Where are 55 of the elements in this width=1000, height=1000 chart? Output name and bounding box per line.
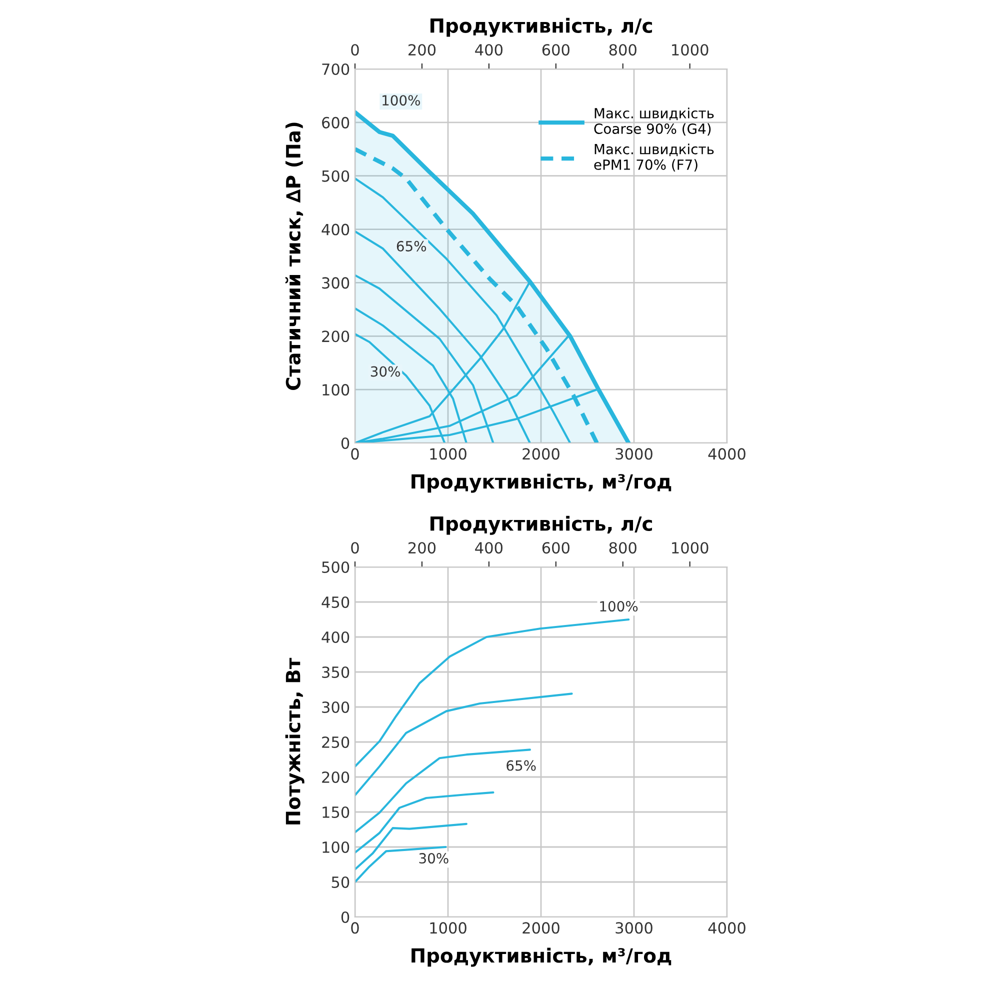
y-tick-label: 500 (322, 170, 350, 182)
y-tick-label: 300 (322, 277, 350, 289)
y-tick-label: 400 (322, 224, 350, 236)
x-axis-title: Продуктивність, м³/год (412, 948, 672, 967)
x2-tick-label: 1000 (672, 44, 708, 56)
x2-axis-title: Продуктивність, л/с (430, 516, 652, 535)
y-axis-title: Потужність, Вт (285, 658, 304, 824)
y-tick-label: 700 (322, 63, 350, 76)
annotation: 100% (600, 601, 638, 612)
legend-label: Макс. швидкість ePM1 70% (F7) (594, 144, 714, 172)
x2-tick-label: 1000 (672, 542, 708, 554)
annotation: 30% (370, 366, 400, 377)
x2-tick-label: 600 (542, 44, 570, 56)
x-tick-label: 3000 (616, 922, 652, 934)
x2-tick-label: 200 (408, 542, 436, 554)
y-tick-label: 250 (322, 736, 350, 748)
y-tick-label: 100 (322, 841, 350, 854)
y-tick-label: 50 (332, 876, 350, 888)
x-tick-label: 3000 (616, 448, 652, 460)
annotation: 65% (396, 240, 426, 252)
x-tick-label: 4000 (708, 922, 746, 934)
x2-tick-label: 600 (542, 542, 570, 554)
annotation: 65% (506, 760, 536, 771)
x-tick-label: 1000 (430, 448, 466, 460)
x2-tick-label: 200 (408, 44, 436, 56)
x-tick-label: 1000 (430, 922, 466, 934)
y-tick-label: 400 (322, 631, 350, 644)
y-tick-label: 200 (322, 330, 350, 342)
y-tick-label: 150 (322, 806, 350, 818)
x-tick-label: 0 (351, 448, 359, 460)
y-tick-label: 350 (322, 666, 350, 678)
y-tick-label: 600 (322, 116, 350, 128)
annotation: 100% (382, 95, 420, 106)
y-tick-label: 0 (341, 437, 350, 450)
y-tick-label: 300 (322, 701, 350, 714)
y-tick-label: 500 (322, 561, 350, 574)
x2-tick-label: 800 (609, 542, 636, 554)
x2-tick-label: 400 (475, 542, 502, 554)
x2-tick-label: 0 (351, 542, 359, 554)
x-tick-label: 4000 (708, 448, 746, 460)
y-tick-label: 450 (322, 596, 350, 608)
x-axis-title: Продуктивність, м³/год (412, 474, 672, 493)
y-tick-label: 100 (322, 384, 350, 396)
annotation: 30% (419, 853, 448, 864)
x2-tick-label: 400 (475, 44, 502, 56)
x-tick-label: 2000 (522, 922, 560, 934)
x-tick-label: 2000 (522, 448, 560, 460)
y-tick-label: 200 (322, 771, 350, 784)
x-tick-label: 0 (351, 922, 359, 934)
legend-label: Макс. швидкість Coarse 90% (G4) (594, 108, 714, 136)
x2-axis-title: Продуктивність, л/с (430, 18, 652, 37)
y-tick-label: 0 (341, 911, 350, 924)
x2-tick-label: 0 (351, 44, 359, 56)
x2-tick-label: 800 (609, 44, 636, 56)
y-axis-title: Статичний тиск, ∆P (Па) (285, 122, 304, 390)
